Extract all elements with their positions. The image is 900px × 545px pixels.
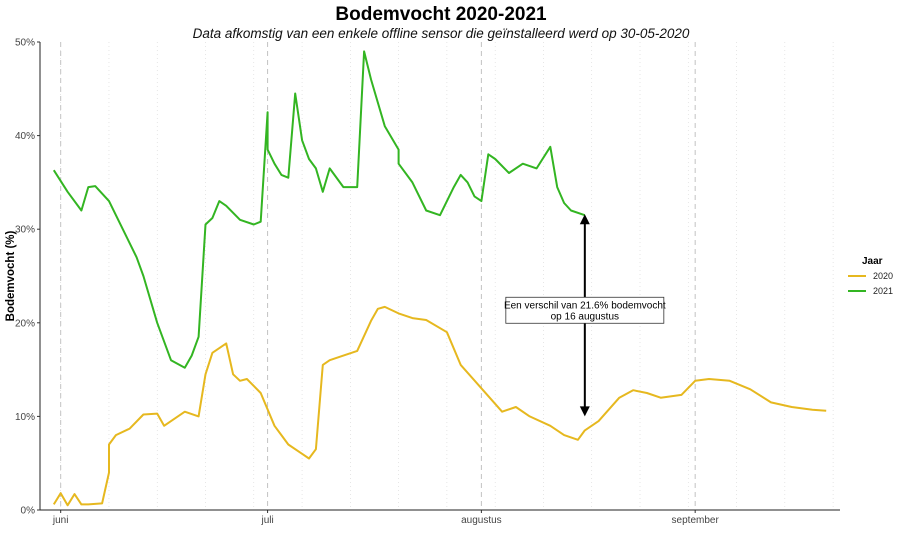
x-tick-label: september — [672, 515, 720, 526]
y-tick-label: 30% — [15, 225, 35, 236]
x-tick-label: juni — [52, 515, 69, 526]
annotation-arrowhead-bottom — [579, 406, 590, 417]
legend-title: Jaar — [862, 256, 883, 267]
y-tick-label: 20% — [15, 318, 35, 329]
y-tick-label: 40% — [15, 131, 35, 142]
annotation-text-line1: Een verschil van 21.6% bodemvocht — [504, 300, 666, 311]
legend: Jaar 2020 2021 — [848, 256, 893, 296]
y-tick-label: 10% — [15, 412, 35, 423]
axis-layer: juni juli augustus september 0% 10% 20% 30% 40% 5… — [15, 38, 840, 526]
x-tick-label: juli — [260, 515, 273, 526]
grid-layer — [60, 42, 834, 510]
series-line-2020 — [52, 305, 827, 507]
legend-label-2021: 2021 — [873, 286, 893, 296]
series-layer — [52, 50, 827, 507]
y-tick-label: 50% — [15, 38, 35, 49]
y-axis-label: Bodemvocht (%) — [5, 230, 17, 321]
annotation-text-line2: op 16 augustus — [551, 311, 619, 322]
y-tick-label: 0% — [21, 506, 36, 517]
legend-label-2020: 2020 — [873, 271, 893, 281]
series-line-2021 — [52, 50, 586, 369]
annotation-box — [505, 296, 665, 324]
chart-subtitle: Data afkomstig van een enkele offline se… — [193, 26, 690, 41]
chart-title: Bodemvocht 2020-2021 — [335, 4, 547, 25]
x-tick-label: augustus — [461, 515, 502, 526]
annotation-arrowhead-top — [579, 214, 590, 225]
